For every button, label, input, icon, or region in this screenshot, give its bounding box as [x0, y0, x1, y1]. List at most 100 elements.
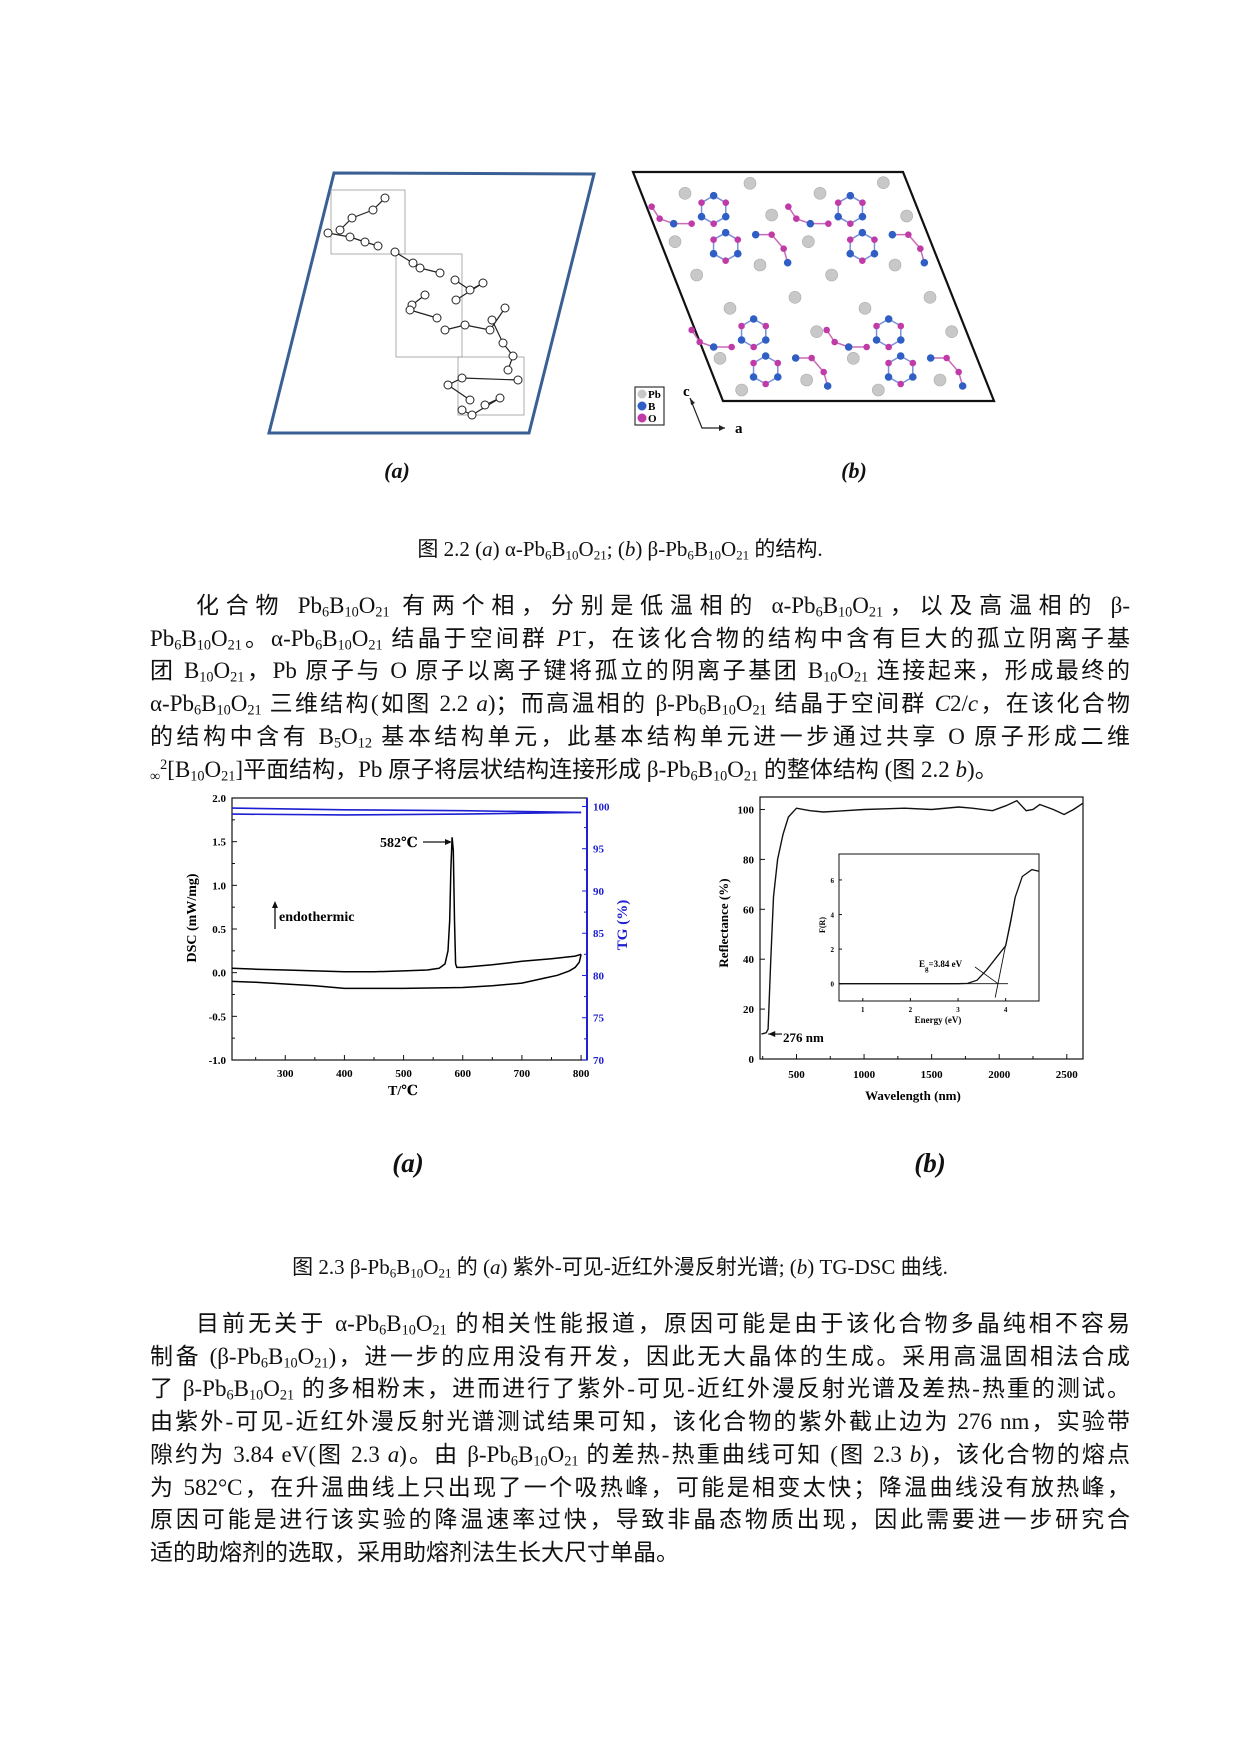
x-tick-label: 2500 [1056, 1069, 1079, 1081]
unit-cell-frame-b [631, 170, 996, 403]
reflectance-curve [761, 799, 1084, 1035]
lead-atom [713, 352, 727, 365]
atom [373, 241, 383, 251]
atom [508, 351, 518, 361]
boron-atom [870, 249, 879, 258]
oxygen-atom [943, 354, 950, 362]
lead-atom [735, 383, 748, 397]
axis-label-a: a [735, 421, 743, 437]
endothermic-label: endothermic [279, 910, 354, 925]
unit-cell-outline [330, 189, 406, 255]
oxygen-atom [780, 245, 787, 252]
oxygen-atom [750, 343, 757, 351]
atom [503, 365, 513, 375]
y2-tick-label: 70 [593, 1055, 605, 1067]
x-tick-label: 400 [336, 1068, 353, 1080]
boron-atom [737, 336, 746, 344]
y-axis-label: DSC (mW/mg) [185, 873, 200, 962]
x-tick-label: 1000 [853, 1069, 876, 1081]
text-line: 的结构中含有 B5O12 基本结构单元，此基本结构单元进一步通过共享 O 原子形… [150, 723, 1130, 752]
text-line: 原因可能是进行该实验的降温速率过快，导致非晶态物质出现，因此需要进一步研究合 [150, 1507, 1130, 1533]
lead-atom [933, 373, 947, 387]
boron-atom [858, 228, 867, 237]
bandgap-arrow [974, 966, 999, 985]
boron-atom [749, 373, 758, 381]
atom [408, 258, 418, 268]
boron-atom [888, 230, 897, 239]
text-line: ∞2[B10O21]平面结构，Pb 原子将层状结构连接形成 β-Pb6B10O2… [150, 756, 998, 785]
oxygen-atom [688, 326, 695, 334]
atom [498, 338, 508, 348]
y2-tick-label: 100 [593, 801, 610, 813]
boron-atom [751, 230, 760, 239]
oxygen-atom [710, 220, 717, 227]
oxygen-atom [847, 220, 854, 227]
oxygen-atom [750, 359, 757, 367]
y-tick-label: -0.5 [209, 1011, 227, 1023]
y2-tick-label: 95 [593, 844, 605, 856]
x-tick-label: 600 [455, 1068, 472, 1080]
oxygen-atom [656, 215, 663, 222]
atom [487, 315, 497, 325]
lead-atom [847, 352, 860, 365]
lead-atom [678, 187, 692, 200]
inset-x-tick-label: 1 [861, 1006, 865, 1014]
tg-curve [231, 811, 582, 816]
y-axis-label: Reflectance (%) [716, 878, 731, 967]
legend-marker-b [637, 401, 647, 411]
x-axis-label: Wavelength (nm) [865, 1088, 961, 1103]
lead-atom [743, 177, 757, 190]
inset-y-tick-label: 6 [831, 877, 835, 885]
boron-atom [846, 191, 855, 200]
boron-atom [709, 249, 718, 258]
inset-x-tick-label: 2 [909, 1006, 913, 1014]
tg-dsc-chart: 300 400 500 600 700 800-1.0-0.50.00.51.01.52.… [185, 793, 1084, 1103]
atom [478, 278, 488, 288]
atom [405, 305, 415, 315]
atom [467, 410, 477, 420]
x-tick-label: 300 [277, 1068, 294, 1080]
y-tick-label: 1.0 [212, 880, 226, 892]
oxygen-atom [762, 380, 769, 388]
atom [443, 380, 453, 390]
figure-2-3-caption: 图 2.3 β-Pb6B10O21 的 (a) 紫外-可见-近红外漫反射光谱; … [292, 1255, 948, 1281]
oxygen-atom [785, 203, 792, 210]
unit-cell-outline [395, 253, 463, 358]
figure-2-2-caption: 图 2.2 (a) α-Pb6B10O21; (b) β-Pb6B10O21 的… [417, 537, 823, 563]
atom [390, 247, 400, 257]
boron-atom [834, 212, 843, 221]
atom [457, 373, 467, 383]
atom [485, 325, 495, 335]
boron-atom [844, 343, 853, 351]
y-tick-label: 20 [743, 1004, 755, 1016]
y-tick-label: 60 [743, 904, 755, 916]
oxygen-atom [834, 199, 842, 206]
tg-curve [231, 807, 582, 814]
oxygen-atom [820, 368, 827, 376]
oxygen-atom [762, 322, 770, 330]
atom [360, 237, 370, 247]
boron-atom [884, 373, 893, 381]
boron-atom [920, 258, 929, 267]
text-line: 适的助熔剂的选取，采用助熔剂法生长大尺寸单晶。 [150, 1539, 679, 1565]
axis-arrows [689, 397, 725, 429]
atom [460, 320, 470, 330]
oxygen-atom [846, 236, 854, 243]
y-tick-label: 0.5 [212, 924, 226, 936]
y-tick-label: -1.0 [209, 1055, 227, 1067]
oxygen-atom [808, 354, 815, 362]
inset-frame [838, 853, 1040, 1002]
lead-atom [690, 268, 703, 282]
y-tick-label: 40 [743, 954, 755, 966]
lead-atom [900, 209, 913, 223]
boron-atom [896, 336, 905, 344]
atom [480, 400, 490, 410]
legend-label-pb: Pb [648, 389, 661, 401]
oxygen-atom [722, 257, 729, 264]
y2-tick-label: 75 [593, 1013, 605, 1025]
figure-2-3-label-a: (a) [392, 1148, 424, 1178]
oxygen-atom [873, 322, 880, 330]
atom [345, 232, 355, 242]
x-axis-label: T/℃ [388, 1084, 418, 1099]
lead-atom [788, 291, 802, 304]
